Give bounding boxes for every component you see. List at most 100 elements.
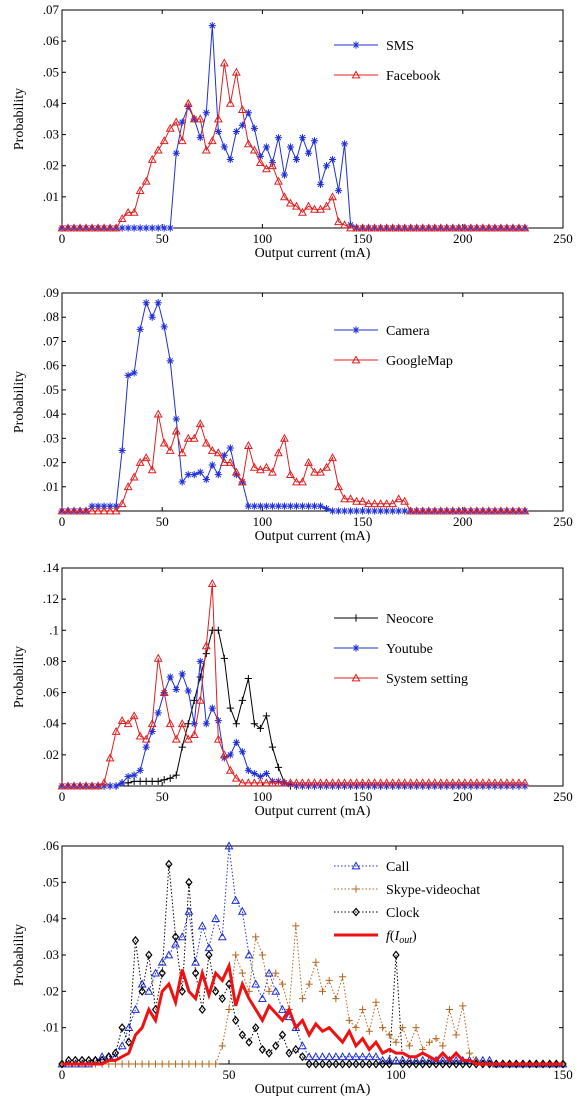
data-point xyxy=(166,774,174,782)
legend-label: Clock xyxy=(386,906,419,921)
data-point xyxy=(184,906,194,915)
data-point xyxy=(195,114,205,123)
x-tick-label: 0 xyxy=(59,1067,66,1082)
series-line xyxy=(62,25,525,229)
data-point xyxy=(452,1059,460,1069)
data-point xyxy=(439,1042,447,1050)
data-point xyxy=(226,444,234,452)
y-tick-label: .06 xyxy=(43,358,60,373)
data-point xyxy=(378,1055,388,1064)
data-point xyxy=(322,504,331,513)
data-point xyxy=(212,1060,220,1068)
data-point xyxy=(185,877,193,887)
data-point xyxy=(244,109,252,117)
data-point xyxy=(268,743,277,751)
data-point xyxy=(142,777,150,785)
data-point xyxy=(172,415,180,423)
data-point xyxy=(226,155,234,164)
data-point xyxy=(383,507,391,515)
data-point xyxy=(178,1060,186,1068)
data-point xyxy=(252,933,260,941)
y-tick-label: .09 xyxy=(43,285,59,300)
data-point xyxy=(400,496,410,505)
data-point xyxy=(370,223,380,232)
data-point xyxy=(147,154,157,163)
y-tick-label: .04 xyxy=(43,716,60,731)
y-tick-label: .08 xyxy=(43,653,59,668)
data-point xyxy=(286,502,295,510)
legend-entry: System setting xyxy=(334,672,468,687)
y-tick-label: .03 xyxy=(43,947,59,962)
x-tick-label: 150 xyxy=(353,514,373,529)
data-point xyxy=(340,140,349,148)
data-point xyxy=(279,433,289,442)
data-point xyxy=(274,502,283,510)
data-point xyxy=(225,457,235,466)
data-point xyxy=(268,777,277,785)
data-point xyxy=(151,968,160,977)
data-point xyxy=(243,139,253,148)
data-point xyxy=(255,157,265,166)
data-point xyxy=(304,778,313,787)
data-point xyxy=(147,719,157,728)
data-point xyxy=(154,224,162,232)
data-point xyxy=(244,674,252,683)
data-point xyxy=(520,506,530,515)
data-point xyxy=(502,506,512,515)
data-point xyxy=(118,1060,126,1068)
data-point xyxy=(278,980,287,988)
data-point xyxy=(399,1024,407,1032)
series-skype-videochat xyxy=(58,922,567,1068)
data-point xyxy=(219,457,229,466)
x-tick-label: 50 xyxy=(156,514,169,529)
data-point xyxy=(218,994,226,1004)
data-point xyxy=(352,507,361,515)
x-tick-label: 150 xyxy=(353,231,373,246)
data-point xyxy=(514,778,524,787)
data-point xyxy=(118,779,126,787)
data-point xyxy=(142,224,150,232)
data-point xyxy=(418,223,428,232)
data-point xyxy=(154,777,162,785)
data-point xyxy=(412,1059,420,1069)
data-point xyxy=(250,502,258,510)
data-point xyxy=(411,1055,421,1064)
legend-entry: SMS xyxy=(334,39,414,54)
data-point xyxy=(117,499,127,508)
data-point xyxy=(340,494,350,503)
data-point xyxy=(165,1060,173,1068)
data-point xyxy=(142,743,150,751)
data-point xyxy=(322,778,331,787)
data-point xyxy=(459,1059,467,1069)
data-point xyxy=(271,986,281,995)
data-point xyxy=(125,1060,133,1068)
data-point xyxy=(340,220,350,229)
data-point xyxy=(244,502,252,510)
legend-label: GoogleMap xyxy=(386,354,453,369)
data-point xyxy=(142,299,150,307)
data-point xyxy=(371,507,379,515)
data-point xyxy=(364,223,374,232)
data-point xyxy=(466,223,476,232)
data-point xyxy=(425,1038,433,1046)
data-point xyxy=(166,357,174,365)
data-point xyxy=(189,433,199,442)
data-point xyxy=(318,1059,327,1069)
legend-entry: Call xyxy=(334,860,409,875)
data-point xyxy=(418,1055,428,1064)
data-point xyxy=(184,720,192,728)
data-point xyxy=(439,1059,447,1069)
data-point xyxy=(99,506,109,515)
data-point xyxy=(171,932,180,942)
data-point xyxy=(264,968,274,977)
data-point xyxy=(465,1049,474,1057)
data-point xyxy=(285,1048,293,1058)
data-point xyxy=(141,176,151,185)
y-tick-label: .1 xyxy=(49,622,59,637)
data-point xyxy=(57,506,67,515)
data-point xyxy=(352,778,362,787)
data-point xyxy=(298,1041,307,1050)
y-tick-label: .04 xyxy=(43,911,60,926)
data-point xyxy=(328,155,337,164)
data-point xyxy=(136,766,144,775)
